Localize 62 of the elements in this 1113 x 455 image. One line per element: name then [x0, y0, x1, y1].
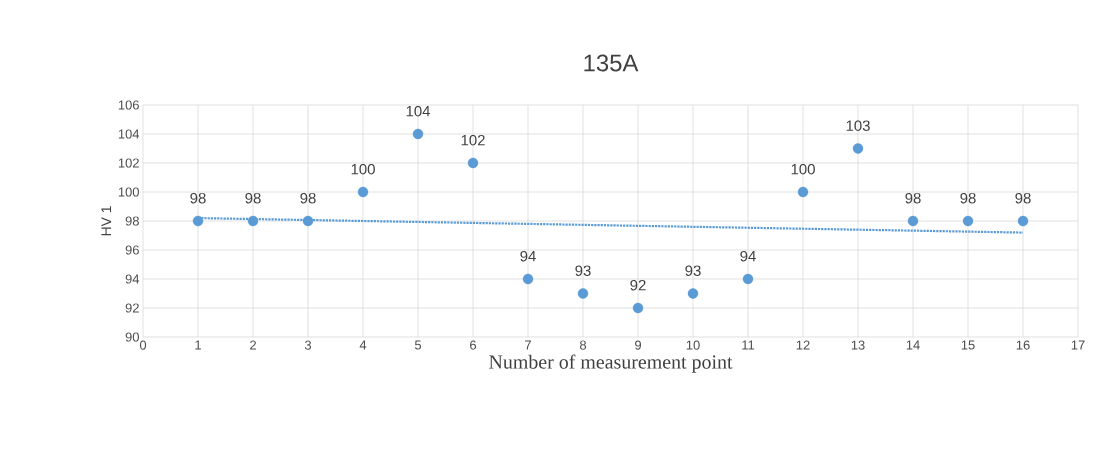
x-tick-label: 14 — [906, 340, 920, 350]
y-tick-label: 106 — [118, 100, 139, 110]
data-label: 98 — [300, 192, 316, 204]
data-label: 103 — [846, 120, 870, 131]
x-tick-label: 16 — [1016, 340, 1030, 350]
x-tick-label: 8 — [579, 340, 587, 350]
data-label: 98 — [245, 192, 261, 204]
x-tick-label: 11 — [742, 340, 755, 350]
y-axis-title: HV 1 — [101, 206, 112, 236]
data-label: 102 — [461, 134, 485, 146]
x-tick-label: 7 — [525, 340, 531, 350]
data-label: 98 — [960, 192, 976, 204]
point — [357, 186, 369, 198]
data-label: 94 — [520, 250, 536, 262]
point — [412, 128, 424, 140]
point — [962, 215, 974, 227]
x-axis-title: Number of measurement point — [489, 354, 733, 373]
point — [577, 288, 589, 299]
point — [467, 157, 479, 169]
data-label: 93 — [685, 265, 701, 276]
chart-title: 135A — [584, 54, 639, 72]
point — [247, 215, 259, 227]
data-label: 100 — [791, 163, 815, 175]
point — [907, 215, 919, 227]
point — [522, 273, 534, 285]
y-tick-label: 102 — [118, 158, 139, 168]
data-label: 93 — [575, 265, 591, 276]
x-tick-label: 10 — [686, 340, 700, 350]
x-tick-label: 9 — [635, 340, 641, 350]
x-tick-label: 0 — [139, 340, 147, 350]
x-tick-label: 6 — [470, 340, 477, 350]
y-tick-label: 100 — [118, 187, 139, 197]
data-label: 98 — [190, 192, 206, 204]
y-tick-label: 94 — [125, 274, 140, 284]
x-tick-label: 15 — [961, 340, 975, 350]
point — [632, 302, 644, 314]
x-tick-label: 17 — [1071, 340, 1085, 350]
x-tick-label: 5 — [414, 340, 422, 350]
point — [302, 215, 314, 227]
y-tick-label: 92 — [125, 303, 139, 313]
data-label: 94 — [740, 250, 756, 262]
point — [1017, 215, 1029, 227]
y-tick-label: 96 — [125, 245, 139, 255]
point — [797, 186, 809, 198]
y-tick-label: 98 — [125, 216, 139, 226]
point — [192, 215, 204, 227]
y-tick-label: 90 — [125, 332, 139, 342]
point — [852, 143, 864, 154]
data-label: 92 — [630, 279, 646, 291]
data-label: 104 — [406, 105, 431, 117]
x-tick-label: 2 — [250, 340, 256, 350]
x-tick-label: 1 — [195, 340, 201, 350]
data-label: 100 — [351, 163, 375, 175]
data-label: 98 — [905, 192, 921, 204]
data-label: 98 — [1015, 192, 1031, 204]
point — [687, 288, 699, 299]
x-tick-label: 4 — [359, 340, 367, 350]
x-tick-label: 3 — [304, 340, 312, 350]
x-tick-label: 12 — [796, 340, 810, 350]
y-tick-label: 104 — [118, 129, 140, 139]
x-tick-label: 13 — [851, 340, 865, 350]
point — [742, 273, 754, 285]
